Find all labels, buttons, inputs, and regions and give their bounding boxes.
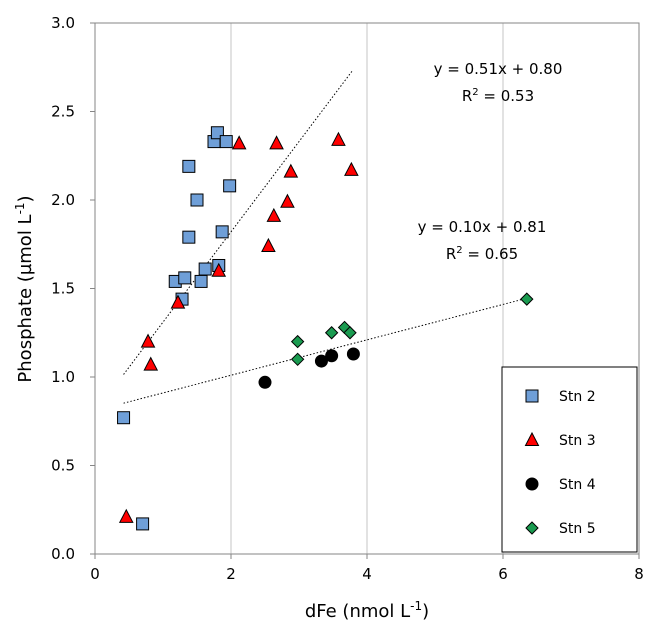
point-stn-5 (324, 326, 339, 340)
equation-2-line: y = 0.10x + 0.81 (418, 218, 547, 236)
trendlines (123, 70, 527, 404)
y-tick-label: 3.0 (51, 14, 75, 32)
point-stn-3 (266, 207, 282, 222)
point-stn-5 (290, 352, 305, 367)
y-tick-label: 1.0 (51, 368, 75, 386)
x-axis-label: dFe (nmol L-1) (305, 599, 429, 622)
y-tick-label: 0.0 (51, 545, 75, 563)
point-stn-3 (118, 508, 134, 523)
axis-ticks: 0 2 4 6 8 0.0 0.5 1.0 1.5 2.0 2.5 3.0 (51, 14, 644, 583)
point-stn-4 (325, 349, 339, 363)
point-stn-2 (182, 230, 196, 244)
point-stn-2 (182, 159, 196, 173)
point-stn-2 (198, 262, 212, 276)
point-stn-2 (219, 135, 233, 149)
x-tick-label: 0 (90, 565, 100, 583)
x-tick-label: 8 (634, 565, 644, 583)
legend-marker-4 (525, 521, 539, 535)
legend-label: Stn 2 (559, 389, 596, 405)
legend: Stn 2 Stn 3 Stn 4 Stn 5 (501, 366, 638, 553)
point-stn-3 (211, 262, 227, 277)
legend-label: Stn 3 (559, 433, 596, 449)
y-tick-label: 2.5 (51, 103, 75, 121)
point-stn-5 (343, 326, 357, 340)
point-stn-2 (136, 517, 150, 531)
trendline-1 (123, 70, 353, 375)
x-tick-label: 2 (226, 565, 236, 583)
point-stn-2 (190, 193, 204, 207)
y-tick-label: 2.0 (51, 191, 75, 209)
point-stn-5 (290, 334, 305, 349)
legend-marker-2 (524, 431, 540, 446)
x-tick-label: 6 (498, 565, 508, 583)
trendline-2 (123, 297, 527, 404)
point-stn-3 (140, 333, 156, 348)
point-stn-3 (269, 135, 284, 150)
point-stn-2 (117, 411, 131, 425)
legend-label: Stn 4 (559, 477, 596, 493)
y-tick-label: 0.5 (51, 457, 75, 475)
point-stn-3 (344, 161, 359, 176)
point-stn-3 (170, 294, 186, 309)
legend-marker-1 (525, 389, 539, 403)
point-stn-3 (331, 131, 346, 146)
point-stn-3 (280, 193, 295, 208)
point-stn-2 (215, 225, 229, 239)
y-axis-label: Phosphate (µmol L-1) (13, 195, 36, 382)
legend-marker-3 (525, 477, 539, 491)
point-stn-3 (231, 135, 247, 150)
y-tick-label: 1.5 (51, 280, 75, 298)
legend-box (501, 366, 638, 553)
point-stn-4 (346, 347, 360, 361)
point-stn-4 (314, 354, 328, 368)
point-stn-4 (258, 375, 272, 389)
point-stn-2 (194, 274, 208, 288)
legend-label: Stn 5 (559, 521, 596, 537)
point-stn-3 (283, 163, 299, 178)
point-stn-2 (223, 179, 237, 193)
equation-1-r2: R2 = 0.53 (462, 87, 534, 105)
point-stn-3 (143, 356, 159, 371)
equation-2-r2: R2 = 0.65 (446, 245, 518, 263)
point-stn-2 (178, 271, 192, 285)
equation-1-line: y = 0.51x + 0.80 (434, 60, 563, 78)
point-stn-3 (261, 237, 276, 253)
point-stn-5 (520, 292, 534, 306)
data-markers (117, 126, 534, 531)
x-tick-label: 4 (362, 565, 372, 583)
